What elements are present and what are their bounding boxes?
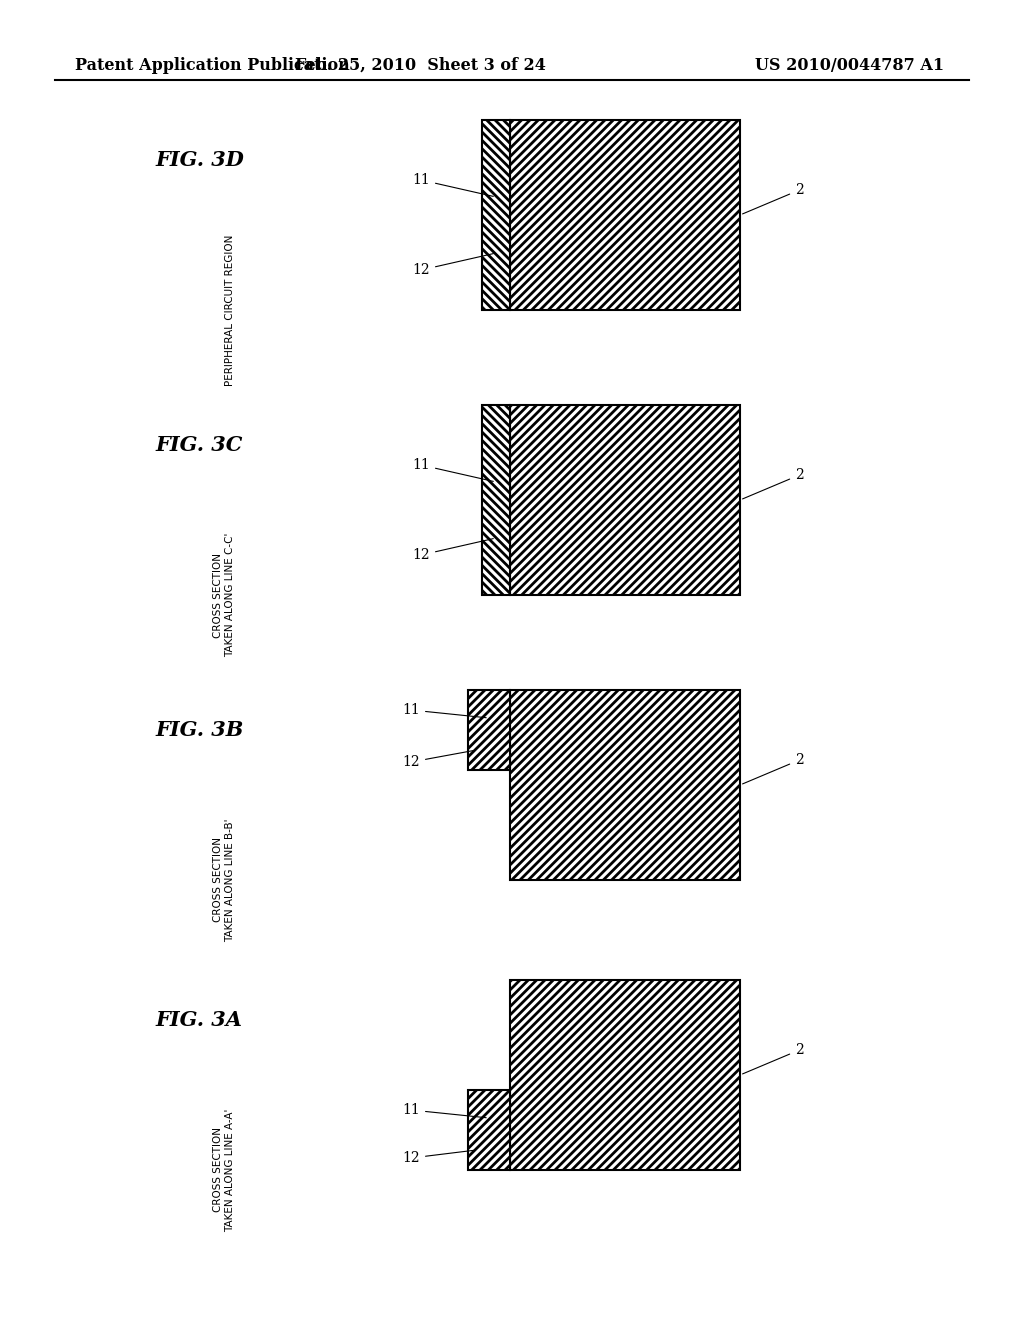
Text: 12: 12 [413, 253, 494, 277]
Bar [482, 120, 510, 310]
Text: 12: 12 [402, 1150, 474, 1166]
Bar [482, 405, 510, 595]
Bar [510, 405, 740, 595]
Bar [482, 120, 510, 310]
Bar [510, 690, 740, 880]
Text: 12: 12 [402, 751, 474, 770]
Text: FIG. 3B: FIG. 3B [155, 719, 244, 741]
Text: 12: 12 [413, 539, 494, 562]
Text: US 2010/0044787 A1: US 2010/0044787 A1 [755, 57, 944, 74]
Text: 2: 2 [742, 752, 804, 784]
Bar [510, 120, 740, 310]
Text: Feb. 25, 2010  Sheet 3 of 24: Feb. 25, 2010 Sheet 3 of 24 [295, 57, 546, 74]
Text: FIG. 3A: FIG. 3A [155, 1010, 242, 1030]
Bar [510, 405, 740, 595]
Text: PERIPHERAL CIRCUIT REGION: PERIPHERAL CIRCUIT REGION [225, 235, 234, 385]
Text: Patent Application Publication: Patent Application Publication [75, 57, 350, 74]
Text: 11: 11 [402, 1104, 486, 1118]
Bar [510, 120, 740, 310]
Text: CROSS SECTION
TAKEN ALONG LINE C-C': CROSS SECTION TAKEN ALONG LINE C-C' [213, 533, 234, 657]
Text: FIG. 3C: FIG. 3C [155, 436, 243, 455]
Text: 11: 11 [413, 458, 494, 482]
Text: 11: 11 [413, 173, 494, 197]
Bar [468, 690, 510, 770]
Text: 2: 2 [742, 1043, 804, 1074]
Bar [482, 405, 510, 595]
Text: CROSS SECTION
TAKEN ALONG LINE A-A': CROSS SECTION TAKEN ALONG LINE A-A' [213, 1109, 234, 1232]
Bar [468, 1090, 510, 1170]
Text: 11: 11 [402, 704, 486, 718]
Bar [468, 690, 510, 770]
Text: 2: 2 [742, 183, 804, 214]
Text: 2: 2 [742, 469, 804, 499]
Bar [468, 1090, 510, 1170]
Bar [510, 979, 740, 1170]
Text: CROSS SECTION
TAKEN ALONG LINE B-B': CROSS SECTION TAKEN ALONG LINE B-B' [213, 818, 234, 941]
Bar [510, 690, 740, 880]
Text: FIG. 3D: FIG. 3D [155, 150, 244, 170]
Bar [510, 979, 740, 1170]
